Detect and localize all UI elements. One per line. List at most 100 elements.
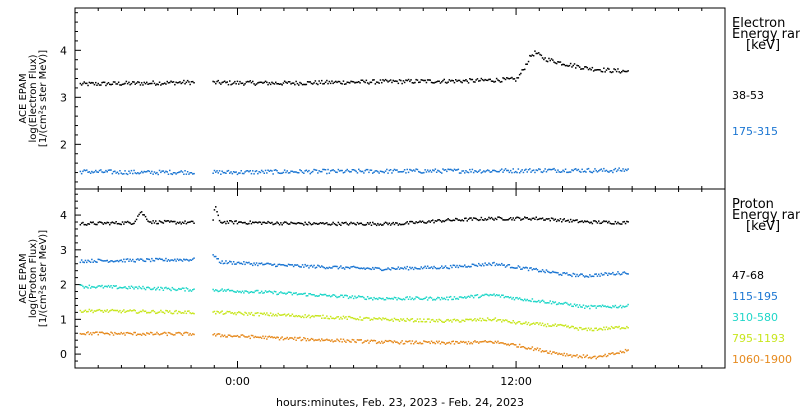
data-point xyxy=(124,170,126,172)
data-point xyxy=(246,80,249,83)
data-point xyxy=(351,338,354,341)
data-point xyxy=(461,170,463,172)
data-point xyxy=(407,340,410,343)
data-point xyxy=(586,168,588,170)
data-point xyxy=(172,259,175,262)
data-point xyxy=(486,79,489,82)
data-point xyxy=(607,170,609,173)
data-point xyxy=(464,80,466,82)
data-point xyxy=(92,261,94,263)
data-point xyxy=(216,310,218,313)
data-point xyxy=(393,80,396,82)
data-point xyxy=(212,172,214,174)
data-point xyxy=(411,297,414,299)
data-point xyxy=(444,219,447,222)
data-point xyxy=(110,222,112,224)
data-point xyxy=(178,259,180,262)
y-tick-label-proton: 1 xyxy=(60,313,67,326)
data-point xyxy=(350,316,352,319)
data-point xyxy=(366,296,369,298)
data-point xyxy=(162,289,165,291)
data-point xyxy=(130,285,133,287)
data-point xyxy=(255,170,258,172)
data-point xyxy=(543,350,545,353)
data-point xyxy=(183,258,185,260)
data-point xyxy=(257,312,259,314)
data-point xyxy=(426,169,429,171)
data-point xyxy=(282,338,285,341)
data-point xyxy=(451,169,453,171)
data-point xyxy=(157,333,159,335)
data-point xyxy=(335,317,337,319)
data-point xyxy=(178,222,180,224)
data-point xyxy=(563,325,565,327)
data-point xyxy=(508,344,511,347)
data-point xyxy=(396,299,398,301)
data-point xyxy=(234,80,236,83)
data-point xyxy=(296,293,299,296)
data-point xyxy=(509,343,512,345)
data-point xyxy=(110,169,112,171)
data-point xyxy=(268,263,271,265)
data-point xyxy=(352,265,355,268)
data-point xyxy=(627,221,629,223)
data-point xyxy=(498,319,500,321)
data-point xyxy=(189,312,191,314)
data-point xyxy=(189,289,191,291)
data-point xyxy=(525,299,527,302)
data-point xyxy=(619,169,622,172)
data-point xyxy=(420,342,422,345)
data-point xyxy=(584,328,586,330)
data-point xyxy=(374,170,377,172)
data-point xyxy=(525,266,527,269)
data-point xyxy=(285,264,287,267)
data-point xyxy=(157,173,159,176)
data-point xyxy=(584,307,586,309)
data-point xyxy=(160,171,162,174)
data-point xyxy=(592,70,595,72)
data-point xyxy=(132,286,134,289)
data-point xyxy=(360,170,362,173)
data-point xyxy=(291,293,294,296)
data-point xyxy=(301,293,304,295)
data-point xyxy=(303,337,305,339)
data-point xyxy=(103,81,106,84)
data-point xyxy=(158,220,161,222)
data-point xyxy=(624,348,627,351)
data-point xyxy=(567,171,569,174)
data-point xyxy=(476,265,479,267)
data-point xyxy=(236,290,239,292)
data-point xyxy=(448,219,451,221)
data-point xyxy=(484,340,486,342)
data-point xyxy=(185,312,188,315)
data-point xyxy=(272,223,274,226)
data-point xyxy=(185,222,188,225)
data-point xyxy=(190,220,193,223)
data-point xyxy=(98,331,101,334)
data-point xyxy=(97,82,99,85)
data-point xyxy=(437,341,439,344)
data-point xyxy=(129,172,131,174)
data-point xyxy=(157,286,159,289)
data-point xyxy=(192,289,194,291)
data-point xyxy=(295,292,297,294)
data-point xyxy=(584,66,586,68)
data-point xyxy=(156,171,158,174)
data-point xyxy=(441,221,443,223)
data-point xyxy=(95,223,97,226)
data-point xyxy=(287,223,290,225)
data-point xyxy=(134,83,136,85)
data-point xyxy=(506,344,508,346)
data-point xyxy=(181,221,184,224)
data-point xyxy=(465,79,467,81)
data-point xyxy=(271,170,273,172)
data-point xyxy=(235,335,237,337)
data-point xyxy=(249,291,251,293)
data-point xyxy=(80,333,83,335)
data-point xyxy=(326,315,328,317)
data-point xyxy=(163,219,166,222)
data-point xyxy=(434,267,437,269)
data-point xyxy=(389,169,392,171)
data-point xyxy=(260,81,263,84)
data-point xyxy=(578,221,581,223)
